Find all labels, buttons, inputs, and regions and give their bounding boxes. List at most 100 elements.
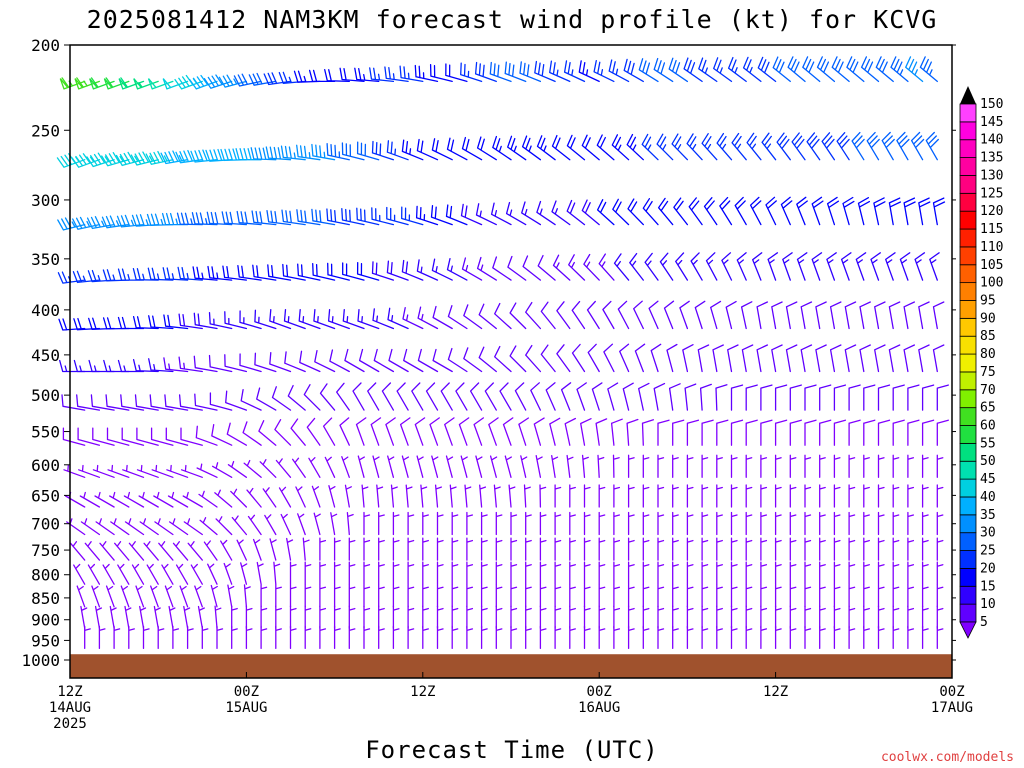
wind-barb	[504, 61, 527, 83]
wind-barb	[177, 266, 203, 281]
wind-barb	[231, 605, 238, 629]
wind-barb	[684, 383, 697, 411]
wind-barb	[186, 625, 194, 650]
wind-barb	[224, 311, 248, 330]
wind-barb	[251, 210, 277, 226]
wind-barb	[451, 584, 459, 608]
wind-barb	[564, 417, 577, 446]
wind-barb	[480, 511, 488, 536]
wind-barb	[489, 455, 498, 478]
wind-barb	[378, 511, 385, 536]
wind-barb	[890, 56, 909, 83]
wind-barb	[61, 394, 86, 411]
wind-barb	[731, 132, 747, 161]
wind-barb	[686, 454, 694, 478]
wind-barb	[563, 60, 586, 83]
wind-barb	[172, 541, 189, 561]
wind-barb	[313, 512, 321, 536]
colorbar-segment	[959, 157, 977, 176]
wind-barb	[910, 131, 925, 161]
wind-barb	[525, 625, 532, 650]
wind-barb	[233, 73, 262, 87]
wind-barb	[583, 605, 591, 629]
wind-barb	[907, 484, 915, 508]
wind-barb	[802, 56, 821, 83]
wind-barb	[114, 541, 130, 561]
wind-barb	[172, 625, 180, 650]
wind-barb	[304, 584, 312, 608]
wind-barb	[495, 625, 503, 650]
wind-barb	[235, 148, 262, 161]
wind-barb	[231, 515, 248, 536]
wind-barb	[299, 350, 321, 373]
wind-barb	[840, 252, 852, 281]
wind-barb	[295, 486, 306, 508]
wind-barb	[682, 344, 694, 373]
wind-barb	[560, 382, 572, 411]
wind-barb	[859, 301, 871, 330]
wind-barb	[730, 605, 738, 629]
wind-barb	[936, 625, 944, 650]
wind-barb	[74, 77, 101, 90]
colorbar-label: 50	[980, 454, 996, 469]
wind-barb	[436, 511, 444, 536]
wind-barb	[554, 484, 562, 508]
wind-barb	[716, 132, 733, 161]
wind-barb	[642, 484, 650, 508]
wind-barb	[888, 344, 901, 373]
wind-barb	[339, 67, 365, 83]
wind-barb	[804, 511, 812, 536]
wind-barb	[657, 511, 665, 536]
wind-barb	[730, 419, 744, 446]
wind-barb	[336, 382, 350, 411]
wind-barb	[936, 419, 949, 446]
wind-barb	[209, 392, 233, 411]
wind-barb	[57, 217, 86, 231]
wind-barb	[278, 71, 306, 84]
wind-barb	[745, 625, 753, 650]
credit-text: coolwx.com/models	[881, 750, 1014, 765]
wind-barb	[131, 214, 159, 227]
wind-barb	[848, 511, 856, 536]
wind-barb	[804, 484, 812, 508]
wind-barb	[329, 349, 350, 373]
y-tick-label: 800	[31, 566, 60, 585]
wind-barb	[518, 417, 530, 446]
wind-barb	[509, 345, 527, 373]
wind-barb	[525, 584, 532, 608]
wind-barb	[196, 463, 218, 478]
wind-barb	[534, 60, 556, 83]
wind-barb	[123, 491, 145, 508]
wind-barb	[730, 384, 744, 411]
wind-barb	[925, 131, 939, 161]
wind-barb	[686, 584, 694, 608]
wind-barb	[176, 212, 203, 226]
wind-barb	[826, 196, 840, 226]
wind-barb	[489, 61, 512, 83]
wind-barb	[254, 352, 277, 373]
wind-barb	[157, 625, 165, 650]
wind-barb	[863, 584, 870, 608]
wind-barb	[672, 537, 679, 561]
wind-barb	[789, 419, 802, 446]
wind-barb	[819, 454, 826, 478]
wind-barb	[178, 356, 203, 373]
colorbar-segment	[959, 460, 977, 480]
wind-barb	[656, 133, 674, 161]
wind-barb	[811, 252, 823, 281]
wind-barb	[371, 261, 395, 281]
wind-barb	[131, 563, 145, 585]
wind-barb	[804, 537, 812, 561]
wind-barb	[730, 561, 738, 585]
wind-barb	[342, 308, 365, 330]
wind-barb	[333, 625, 341, 650]
wind-barb	[76, 585, 86, 608]
wind-barb	[719, 196, 733, 226]
wind-barb	[230, 488, 248, 508]
wind-barb	[587, 343, 600, 373]
wind-barb	[556, 344, 571, 373]
wind-barb	[357, 308, 380, 330]
wind-barb	[164, 394, 189, 411]
wind-barb	[698, 57, 718, 83]
x-tick-label: 12Z	[763, 684, 788, 700]
